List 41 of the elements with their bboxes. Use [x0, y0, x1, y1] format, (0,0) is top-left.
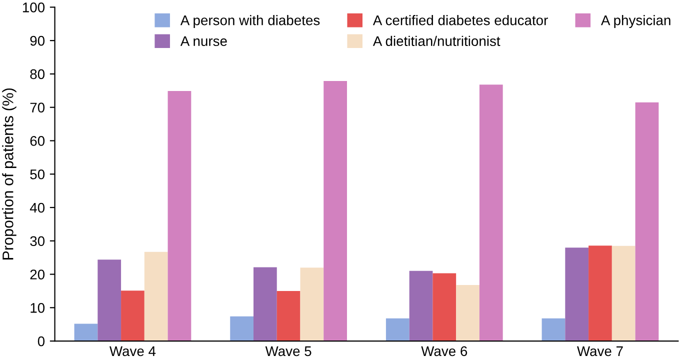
bar [635, 102, 659, 342]
legend-label: A dietitian/nutritionist [372, 36, 500, 46]
x-tick-label: Wave 7 [577, 346, 623, 356]
x-tick-label: Wave 5 [265, 346, 312, 356]
x-tick-label: Wave 4 [110, 346, 156, 356]
y-tick-label: 10 [30, 302, 45, 313]
y-tick-label: 50 [30, 169, 45, 180]
bar [456, 284, 480, 342]
bar [168, 90, 192, 342]
bar [230, 316, 254, 342]
legend-label: A nurse [180, 36, 227, 46]
y-tick-label: 60 [30, 136, 45, 146]
bar [253, 267, 277, 342]
bar [432, 273, 456, 342]
bar [612, 246, 636, 342]
y-tick-label: 80 [30, 69, 45, 80]
y-tick-label: 70 [30, 102, 45, 113]
bar [588, 246, 612, 342]
bar [74, 324, 98, 342]
legend-label: A person with diabetes [180, 15, 320, 28]
bar [324, 80, 347, 342]
y-tick-label: 30 [30, 236, 45, 246]
y-tick-label: 90 [30, 36, 45, 46]
bar [300, 268, 324, 342]
x-tick-label: Wave 6 [421, 346, 468, 356]
bar [276, 290, 300, 342]
y-tick-label: 20 [30, 270, 45, 280]
legend-label: A certified diabetes educator [372, 15, 548, 26]
bar [144, 252, 168, 342]
y-axis-title: Proportion of patients (%) [2, 88, 16, 260]
bar [565, 248, 589, 342]
bar [98, 260, 122, 342]
y-tick-label: 0 [38, 336, 45, 346]
y-tick-label: 40 [30, 202, 45, 213]
y-tick-label: 100 [22, 2, 45, 12]
legend-label: A physician [600, 15, 670, 28]
bar [479, 84, 503, 342]
bar [386, 318, 410, 342]
bar [542, 318, 566, 342]
bar [409, 270, 433, 342]
bar [121, 290, 144, 342]
